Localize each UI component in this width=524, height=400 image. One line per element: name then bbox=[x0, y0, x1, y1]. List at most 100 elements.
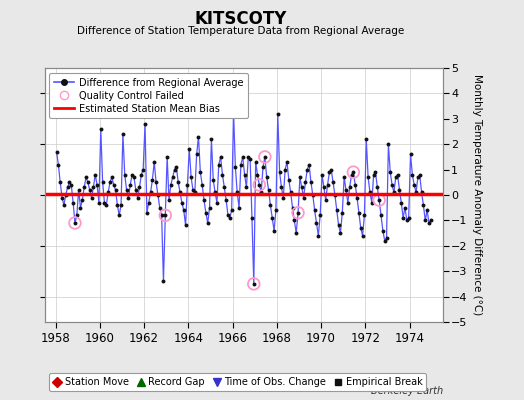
Point bbox=[56, 179, 64, 186]
Point bbox=[413, 174, 422, 180]
Point bbox=[349, 169, 357, 175]
Point bbox=[303, 166, 311, 173]
Point bbox=[170, 166, 179, 173]
Point bbox=[152, 179, 160, 186]
Point bbox=[192, 151, 201, 158]
Point bbox=[316, 212, 324, 218]
Point bbox=[214, 161, 223, 168]
Point bbox=[178, 200, 186, 206]
Point bbox=[314, 232, 323, 239]
Point bbox=[270, 227, 278, 234]
Point bbox=[169, 174, 177, 180]
Point bbox=[244, 154, 253, 160]
Point bbox=[85, 187, 94, 193]
Point bbox=[366, 189, 374, 196]
Point bbox=[130, 174, 138, 180]
Point bbox=[402, 217, 411, 224]
Point bbox=[419, 202, 428, 208]
Point bbox=[418, 189, 426, 196]
Point bbox=[257, 189, 265, 196]
Point bbox=[69, 200, 78, 206]
Point bbox=[287, 189, 295, 196]
Point bbox=[220, 184, 228, 190]
Point bbox=[372, 169, 380, 175]
Y-axis label: Monthly Temperature Anomaly Difference (°C): Monthly Temperature Anomaly Difference (… bbox=[472, 74, 482, 316]
Point bbox=[260, 154, 269, 160]
Point bbox=[60, 202, 68, 208]
Point bbox=[238, 154, 247, 160]
Point bbox=[294, 210, 302, 216]
Point bbox=[255, 182, 264, 188]
Point bbox=[159, 278, 168, 284]
Point bbox=[342, 187, 350, 193]
Legend: Difference from Regional Average, Quality Control Failed, Estimated Station Mean: Difference from Regional Average, Qualit… bbox=[49, 73, 248, 118]
Point bbox=[272, 207, 280, 214]
Point bbox=[327, 166, 335, 173]
Point bbox=[395, 187, 403, 193]
Point bbox=[279, 194, 288, 201]
Point bbox=[259, 164, 267, 170]
Point bbox=[298, 184, 306, 190]
Point bbox=[276, 169, 284, 175]
Point bbox=[163, 154, 171, 160]
Point bbox=[115, 212, 123, 218]
Point bbox=[285, 176, 293, 183]
Point bbox=[71, 220, 79, 226]
Point bbox=[237, 161, 245, 168]
Point bbox=[281, 166, 289, 173]
Point bbox=[124, 194, 133, 201]
Point bbox=[226, 215, 234, 221]
Point bbox=[231, 164, 239, 170]
Point bbox=[283, 159, 291, 165]
Point bbox=[305, 161, 313, 168]
Point bbox=[248, 215, 256, 221]
Point bbox=[71, 220, 79, 226]
Point bbox=[89, 184, 97, 190]
Point bbox=[139, 166, 147, 173]
Point bbox=[141, 121, 149, 127]
Point bbox=[73, 212, 81, 218]
Point bbox=[294, 210, 302, 216]
Point bbox=[323, 182, 332, 188]
Point bbox=[253, 172, 261, 178]
Point bbox=[340, 174, 348, 180]
Point bbox=[423, 207, 431, 214]
Point bbox=[54, 161, 62, 168]
Point bbox=[137, 172, 146, 178]
Point bbox=[312, 220, 321, 226]
Point bbox=[318, 172, 326, 178]
Point bbox=[310, 207, 319, 214]
Point bbox=[161, 212, 169, 218]
Point bbox=[380, 238, 389, 244]
Point bbox=[349, 169, 357, 175]
Point bbox=[106, 179, 114, 186]
Text: Difference of Station Temperature Data from Regional Average: Difference of Station Temperature Data f… bbox=[78, 26, 405, 36]
Point bbox=[189, 187, 197, 193]
Point bbox=[301, 179, 310, 186]
Point bbox=[80, 184, 89, 190]
Point bbox=[292, 230, 300, 236]
Point bbox=[143, 210, 151, 216]
Point bbox=[91, 172, 100, 178]
Point bbox=[390, 189, 398, 196]
Point bbox=[299, 194, 308, 201]
Point bbox=[369, 172, 378, 178]
Point bbox=[277, 184, 286, 190]
Point bbox=[157, 212, 166, 218]
Point bbox=[252, 159, 260, 165]
Point bbox=[77, 204, 85, 211]
Point bbox=[338, 210, 346, 216]
Point bbox=[242, 184, 250, 190]
Point bbox=[150, 159, 158, 165]
Point bbox=[288, 204, 297, 211]
Point bbox=[345, 184, 354, 190]
Point bbox=[388, 182, 396, 188]
Text: Berkeley Earth: Berkeley Earth bbox=[370, 386, 443, 396]
Point bbox=[156, 204, 164, 211]
Point bbox=[202, 210, 210, 216]
Point bbox=[230, 108, 238, 114]
Point bbox=[408, 172, 417, 178]
Point bbox=[167, 182, 175, 188]
Point bbox=[329, 179, 337, 186]
Point bbox=[246, 156, 254, 163]
